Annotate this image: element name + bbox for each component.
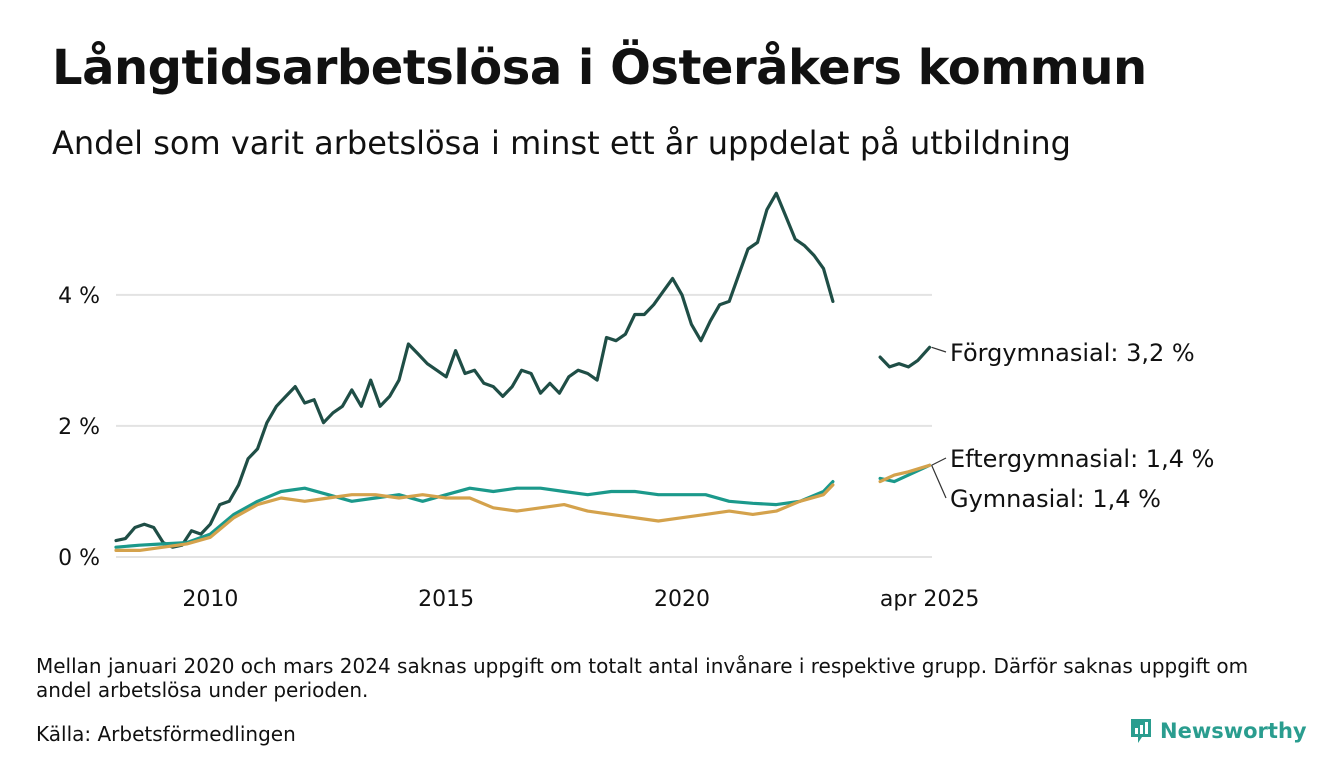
x-axis: 2010 2015 2020 apr 2025 (182, 587, 979, 612)
x-tick-label: 2010 (182, 587, 238, 612)
gridlines (116, 293, 932, 558)
chart-subtitle: Andel som varit arbetslösa i minst ett å… (52, 124, 1071, 162)
series-line-gymnasial-segment-0 (114, 480, 835, 549)
series-end-label-gymnasial: Gymnasial: 1,4 % (950, 485, 1161, 513)
y-tick-label: 2 % (58, 415, 100, 440)
series-gymnasial (114, 463, 932, 549)
source-note: Källa: Arbetsförmedlingen (36, 722, 296, 746)
y-tick-label: 4 % (58, 284, 100, 309)
series-end-label-eftergymnasial: Eftergymnasial: 1,4 % (950, 445, 1214, 473)
y-tick-label: 0 % (58, 546, 100, 571)
label-leader-gymnasial (931, 465, 947, 499)
series-line-eftergymnasial-segment-1 (878, 463, 932, 484)
x-tick-label: apr 2025 (880, 587, 979, 612)
label-leader-forgymnasial (931, 346, 947, 353)
footnote: Mellan januari 2020 och mars 2024 saknas… (36, 654, 1249, 702)
series-line-forgymnasial-segment-1 (878, 345, 932, 369)
series-line-forgymnasial-segment-0 (114, 191, 835, 549)
series-lines (114, 191, 932, 552)
series-line-eftergymnasial-segment-0 (114, 483, 835, 552)
x-tick-label: 2015 (418, 587, 474, 612)
series-eftergymnasial (114, 463, 932, 552)
newsworthy-logo-icon (1131, 719, 1151, 743)
line-chart: 0 % 2 % 4 % 2010 2015 2020 apr 2025 Förgymnas… (58, 191, 1214, 612)
series-forgymnasial (114, 191, 932, 549)
label-leader-eftergymnasial (931, 457, 947, 466)
brand-logo: Newsworthy (1128, 716, 1307, 746)
chart-title: Långtidsarbetslösa i Österåkers kommun (52, 40, 1147, 96)
x-tick-label: 2020 (654, 587, 710, 612)
series-end-label-forgymnasial: Förgymnasial: 3,2 % (950, 339, 1195, 367)
brand-name: Newsworthy (1160, 719, 1307, 743)
series-end-labels: Förgymnasial: 3,2 % Gymnasial: 1,4 % Efter… (931, 339, 1214, 513)
y-axis: 0 % 2 % 4 % (58, 284, 100, 571)
